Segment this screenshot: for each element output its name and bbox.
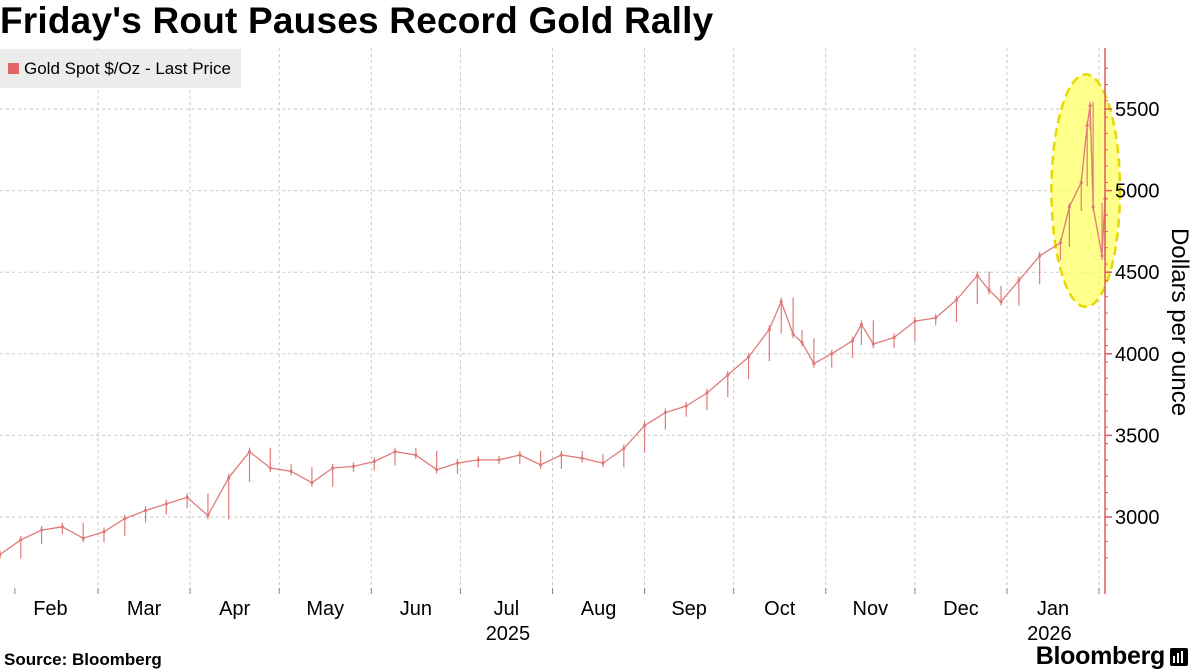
data-point (164, 502, 168, 506)
x-tick-label: Dec (943, 598, 979, 620)
data-point (206, 513, 210, 517)
data-point (393, 450, 397, 454)
data-point (1088, 104, 1092, 108)
data-point (859, 322, 864, 327)
data-point (601, 461, 605, 465)
data-point (954, 298, 959, 302)
data-point (1017, 278, 1021, 282)
data-point (999, 299, 1003, 304)
x-tick-label: Nov (853, 598, 889, 620)
source-note: Source: Bloomberg (4, 650, 162, 669)
chart-title: Friday's Rout Pauses Record Gold Rally (0, 0, 714, 41)
x-tick-label: Apr (219, 598, 250, 620)
y-tick-label: 5000 (1115, 181, 1160, 203)
data-point (123, 517, 127, 521)
x-tick-label: Jul (494, 598, 520, 620)
x-tick-label: Jun (400, 598, 432, 620)
data-point (1085, 123, 1089, 127)
data-point (726, 373, 730, 377)
data-point (227, 476, 231, 480)
data-point (1058, 241, 1063, 245)
data-point (518, 453, 522, 457)
data-point (559, 453, 564, 457)
data-point (81, 536, 85, 540)
data-point (414, 453, 418, 457)
data-point (331, 466, 335, 470)
gold-price-series (0, 101, 1107, 559)
data-point (871, 342, 875, 346)
y-axis: 3000 3500 4000 4500 5000 5500 (1104, 48, 1160, 594)
data-point (247, 450, 252, 454)
data-point (1067, 205, 1071, 209)
y-tick-label: 5500 (1115, 99, 1160, 121)
data-point (705, 391, 709, 395)
x-tick-label: Aug (581, 598, 617, 620)
y-axis-label: Dollars per ounce (1166, 228, 1193, 416)
brand-logo: Bloomberg (1036, 642, 1188, 671)
y-tick-label: 4000 (1115, 344, 1160, 366)
data-point (102, 530, 106, 534)
data-point (268, 466, 272, 470)
data-point (1100, 254, 1104, 258)
x-tick-label: Jan (1037, 598, 1069, 620)
data-point (779, 299, 783, 304)
x-year-label: 2026 (1027, 623, 1072, 645)
x-tick-label: May (306, 598, 344, 620)
data-point (684, 404, 688, 408)
data-point (975, 273, 979, 278)
data-point (539, 463, 543, 467)
bloomberg-bars-icon (1170, 647, 1188, 666)
legend: Gold Spot $/Oz - Last Price (0, 49, 241, 88)
data-point (767, 327, 771, 331)
data-point (622, 446, 626, 451)
data-point (746, 355, 751, 359)
data-point (812, 361, 816, 366)
data-point (663, 410, 667, 415)
y-tick-label: 4500 (1115, 262, 1160, 284)
data-point (580, 456, 584, 460)
data-point (850, 339, 855, 343)
data-point (435, 468, 439, 472)
data-point (372, 459, 376, 464)
data-point (913, 319, 917, 323)
data-point (497, 458, 501, 462)
data-point (987, 288, 991, 292)
data-point (1079, 180, 1083, 185)
x-tick-label: Oct (764, 598, 796, 620)
data-point (60, 525, 64, 529)
data-point (892, 335, 896, 340)
x-year-label: 2025 (486, 623, 531, 645)
data-point (934, 316, 938, 320)
legend-swatch (8, 63, 19, 74)
data-point (1091, 205, 1095, 209)
legend-label: Gold Spot $/Oz - Last Price (24, 58, 231, 78)
data-point (19, 538, 23, 542)
data-point (185, 495, 189, 500)
data-point (800, 340, 804, 344)
x-tick-label: Mar (127, 598, 162, 620)
data-point (642, 424, 647, 428)
data-point (351, 464, 356, 469)
data-point (39, 528, 44, 532)
data-point (1038, 254, 1042, 258)
brand-name: Bloomberg (1035, 642, 1166, 670)
x-tick-label: Sep (671, 598, 707, 620)
data-point (143, 508, 148, 513)
data-point (791, 332, 795, 336)
data-point (289, 469, 293, 473)
y-tick-label: 3500 (1115, 425, 1160, 447)
data-point (0, 552, 2, 557)
x-tick-label: Feb (33, 598, 67, 620)
x-axis: Feb Mar Apr May Jun Jul Aug Sep Oct Nov Dec Jan 2025… (14, 588, 1100, 645)
y-tick-label: 3000 (1115, 507, 1160, 529)
data-point (455, 461, 460, 465)
data-point (310, 481, 314, 485)
data-point (830, 352, 834, 356)
data-point (476, 458, 480, 462)
